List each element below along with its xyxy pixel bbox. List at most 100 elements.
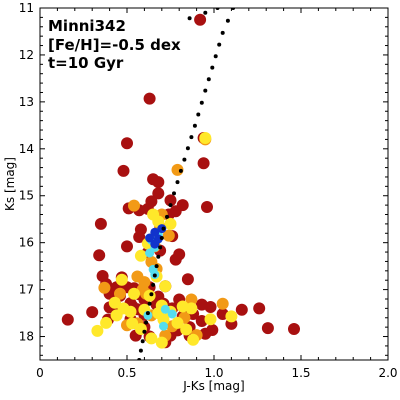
isochrone-point — [213, 54, 218, 59]
star-point — [91, 324, 104, 337]
isochrone-point — [158, 245, 163, 250]
star-point — [253, 302, 266, 315]
y-axis-label: Ks [mag] — [3, 157, 17, 211]
isochrone-point — [151, 282, 156, 287]
star-point — [115, 273, 128, 286]
isochrone-point — [147, 301, 152, 306]
star-point — [199, 132, 212, 144]
star-point — [61, 313, 74, 326]
isochrone-point — [203, 10, 208, 15]
ticks-layer — [39, 7, 389, 360]
star-point — [167, 309, 177, 319]
star-point — [164, 194, 177, 207]
x-tick-label: 2.0 — [378, 366, 397, 380]
star-point — [121, 137, 133, 150]
star-point — [185, 293, 198, 306]
star-point — [128, 287, 140, 300]
y-tick-label: 13 — [19, 95, 34, 109]
star-point — [152, 187, 165, 200]
isochrone-point — [206, 77, 211, 82]
star-point — [159, 280, 172, 293]
star-point — [147, 173, 160, 186]
star-point — [98, 281, 111, 294]
isochrone-point — [159, 236, 164, 240]
star-point — [93, 249, 106, 262]
isochrone-point — [165, 214, 169, 219]
star-point — [160, 304, 170, 314]
star-point — [187, 333, 200, 346]
y-tick-label: 11 — [19, 1, 34, 15]
annotation-age: t=10 Gyr — [48, 54, 124, 72]
star-point — [155, 336, 168, 349]
isochrone-point — [145, 311, 150, 316]
isochrone-point — [142, 329, 147, 334]
isochrone-point — [168, 203, 173, 208]
star-point — [86, 306, 99, 319]
star-point — [147, 208, 160, 221]
annotation-block: Minni342 [Fe/H]=-0.5 dex t=10 Gyr — [48, 17, 181, 72]
isochrone-point — [154, 264, 159, 269]
isochrone-point — [210, 65, 215, 70]
isochrone-point — [149, 292, 154, 297]
star-point — [159, 321, 168, 331]
star-point — [150, 227, 160, 237]
star-point — [197, 157, 210, 170]
annotation-metallicity: [Fe/H]=-0.5 dex — [48, 36, 181, 54]
star-point — [201, 201, 213, 213]
x-tick-label: 0 — [36, 366, 44, 380]
isochrone-point — [225, 18, 230, 23]
star-point — [204, 313, 217, 326]
isochrone-point — [178, 168, 183, 173]
y-tick-label: 15 — [19, 189, 34, 203]
isochrone-point — [196, 112, 201, 117]
star-point — [94, 217, 107, 230]
annotation-cluster-name: Minni342 — [48, 17, 126, 35]
isochrone-point — [140, 339, 145, 344]
isochrone-point — [187, 16, 192, 21]
star-point — [261, 322, 274, 335]
isochrone-point — [156, 254, 161, 259]
isochrone-point — [152, 273, 157, 278]
star-point — [145, 248, 155, 258]
star-point — [143, 289, 156, 302]
y-tick-label: 14 — [19, 142, 34, 156]
isochrone-point — [217, 42, 222, 47]
y-tick-label: 16 — [19, 236, 34, 250]
star-point — [181, 273, 194, 286]
star-point — [145, 332, 158, 345]
star-point — [134, 249, 147, 262]
star-point — [288, 323, 300, 335]
star-point — [185, 302, 198, 315]
star-point — [121, 240, 133, 253]
star-point — [180, 323, 193, 336]
star-point — [126, 317, 139, 330]
y-tick-label: 17 — [19, 283, 34, 297]
star-point — [162, 229, 175, 242]
star-point — [176, 199, 189, 212]
star-point — [194, 13, 207, 26]
star-point — [100, 316, 113, 329]
isochrone-point — [172, 191, 176, 196]
star-point — [164, 217, 177, 230]
star-point — [143, 92, 156, 105]
isochrone-point — [203, 88, 208, 93]
star-point — [145, 233, 155, 243]
star-point — [171, 163, 184, 176]
isochrone-point — [161, 226, 166, 231]
star-point — [114, 287, 126, 300]
isochrone-point — [182, 157, 187, 162]
star-point — [108, 296, 121, 309]
star-point — [225, 310, 238, 323]
x-tick-label: 1.5 — [291, 366, 310, 380]
isochrone-point — [199, 100, 204, 105]
star-point — [110, 309, 123, 322]
star-point — [96, 270, 109, 282]
points-layer — [61, 8, 300, 360]
y-tick-label: 12 — [19, 48, 34, 62]
star-point — [128, 199, 140, 212]
x-axis-label: J-Ks [mag] — [182, 379, 244, 393]
star-point — [204, 301, 217, 313]
x-tick-label: 0.5 — [117, 366, 136, 380]
isochrone-point — [138, 348, 143, 353]
